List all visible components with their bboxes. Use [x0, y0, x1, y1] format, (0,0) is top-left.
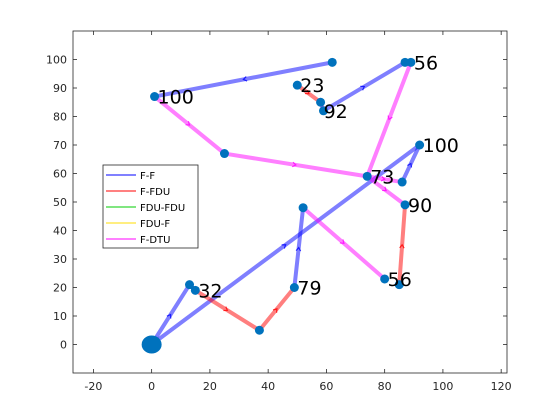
node-label: 56 [414, 52, 438, 74]
node-label: 90 [408, 195, 432, 217]
node-marker [380, 274, 390, 284]
x-tick-label: 80 [378, 380, 392, 393]
node-label: 73 [370, 166, 394, 188]
node-label: 32 [198, 280, 222, 302]
node-marker [397, 177, 407, 187]
node-marker [289, 283, 299, 292]
legend-label-fdu-f: FDU-F [140, 219, 170, 230]
node-marker [150, 92, 160, 102]
direction-arrow [242, 76, 248, 82]
direction-arrow [382, 186, 387, 192]
node-marker [362, 171, 372, 181]
y-tick-label: 0 [60, 339, 67, 352]
route-segments [149, 60, 422, 347]
depot-marker [141, 335, 162, 354]
direction-arrow [291, 161, 297, 168]
y-tick-label: 10 [53, 310, 67, 323]
y-tick-label: 90 [53, 82, 67, 95]
x-tick-label: -20 [84, 380, 102, 393]
node-marker [327, 57, 337, 67]
node-marker [185, 280, 195, 290]
y-tick-label: 50 [53, 196, 67, 209]
direction-arrow [272, 308, 278, 313]
node-label: 100 [158, 87, 194, 109]
x-tick-label: 40 [261, 380, 275, 393]
direction-arrow [380, 176, 386, 182]
direction-arrow [407, 162, 413, 168]
x-tick-label: 120 [491, 380, 512, 393]
node-marker [400, 200, 410, 210]
direction-arrow [166, 313, 172, 319]
direction-arrow [185, 121, 191, 126]
node-label: 23 [300, 75, 324, 97]
y-tick-label: 70 [53, 139, 67, 152]
node-label: 56 [388, 269, 412, 291]
node-marker [394, 280, 404, 290]
axis-ticks: -20 0 20 40 60 80 100 120 0 10 20 30 40 50 60 70 80 90 100 [46, 31, 512, 393]
y-tick-label: 40 [53, 225, 67, 238]
node-marker [415, 140, 425, 150]
y-tick-label: 100 [46, 54, 67, 67]
node-label: 92 [324, 101, 348, 123]
direction-arrow [295, 246, 302, 252]
y-tick-label: 30 [53, 253, 67, 266]
y-tick-label: 80 [53, 111, 67, 124]
node-marker [318, 106, 328, 116]
y-tick-label: 20 [53, 282, 67, 295]
direction-arrow [360, 85, 366, 91]
direction-arrow [399, 243, 405, 249]
node-marker [292, 80, 302, 90]
x-tick-label: 20 [203, 380, 217, 393]
legend-label-fdu-fdu: FDU-FDU [140, 203, 185, 214]
x-tick-label: 60 [319, 380, 333, 393]
node-marker [190, 285, 200, 295]
legend: F-F F-FDU FDU-FDU FDU-F F-DTU [102, 164, 199, 249]
x-tick-label: 0 [148, 380, 155, 393]
direction-arrow [281, 244, 287, 249]
legend-label-f-f: F-F [140, 171, 155, 182]
direction-arrow [304, 89, 310, 95]
legend-label-f-dtu: F-DTU [140, 235, 171, 246]
direction-arrow [387, 115, 393, 121]
x-tick-label: 100 [432, 380, 453, 393]
direction-arrow [223, 306, 229, 312]
node-markers [141, 57, 425, 354]
node-marker [298, 203, 308, 213]
node-label: 100 [423, 135, 459, 157]
node-marker [254, 325, 264, 335]
legend-label-f-fdu: F-FDU [140, 187, 170, 198]
node-marker [219, 149, 229, 159]
direction-arrow [339, 239, 345, 245]
node-marker [316, 97, 326, 107]
y-tick-label: 60 [53, 168, 67, 181]
node-label: 79 [297, 278, 321, 300]
node-marker [406, 57, 416, 67]
